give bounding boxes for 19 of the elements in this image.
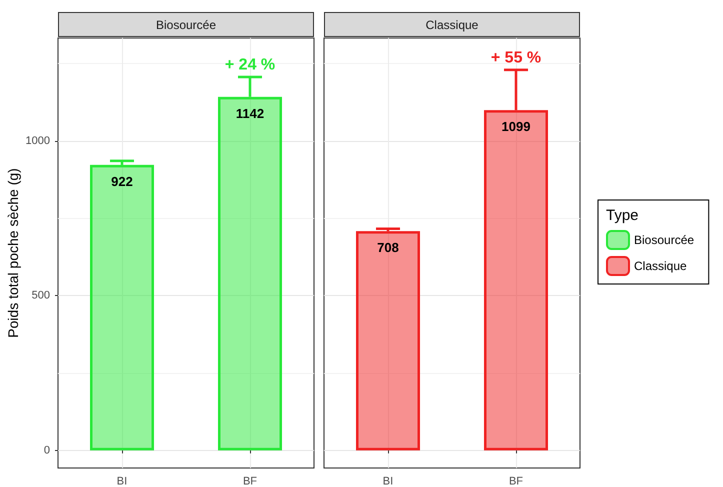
y-tick-label: 500 (32, 290, 50, 302)
legend-label: Biosourcée (634, 233, 694, 247)
data-label: 922 (111, 174, 133, 189)
y-tick-label: 1000 (26, 134, 50, 147)
x-tick-label: BF (508, 476, 524, 487)
y-tick-label: 0 (44, 444, 50, 456)
legend-title: Type (606, 207, 639, 224)
annotation: + 55 % (490, 49, 542, 66)
x-tick-label: BF (242, 476, 258, 487)
chart-title: Biosourcée (58, 12, 314, 37)
y-axis-title: Poids total poche sèche (g) (5, 168, 21, 338)
data-label: 1099 (502, 119, 530, 134)
legend-label: Classique (634, 259, 688, 273)
chart-title: Classique (324, 12, 580, 37)
annotation: + 24 % (224, 56, 276, 74)
data-label: 708 (377, 240, 399, 256)
x-tick-label: BI (116, 476, 128, 487)
x-tick-label: BI (382, 476, 394, 487)
data-label: 1142 (236, 106, 264, 121)
